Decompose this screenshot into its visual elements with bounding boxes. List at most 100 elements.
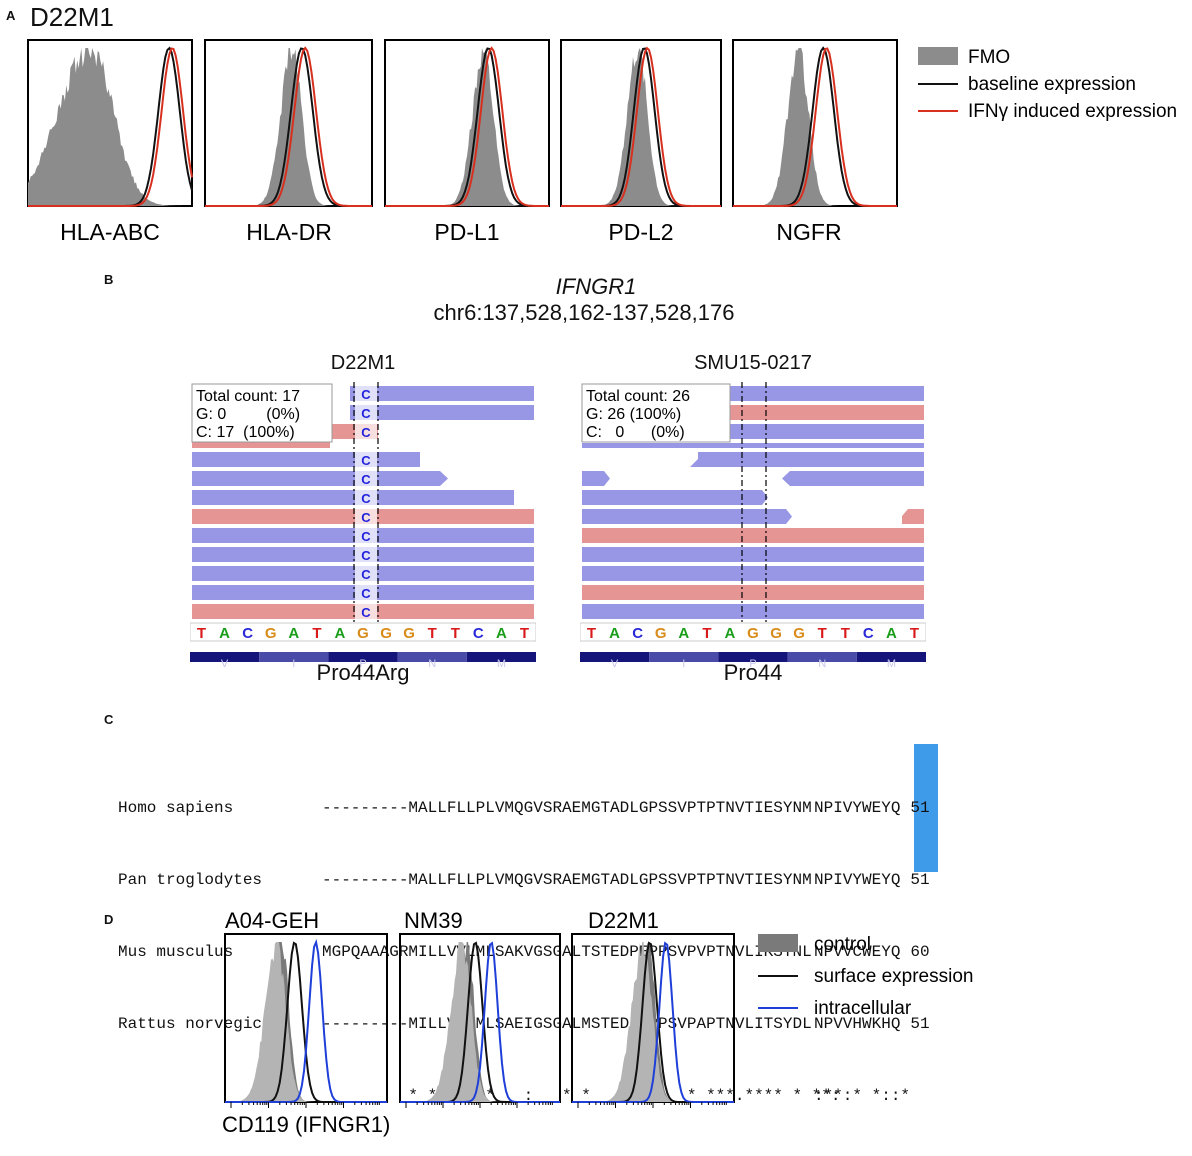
panel-d-histograms: A04-GEH NM39 D22M1 [222,908,973,1137]
log-axis-ticks [577,1102,727,1108]
variant-c: C [361,548,371,563]
cell-line-title: NM39 [404,908,463,933]
amino-acid-label: V [221,658,229,670]
alignment-highlight [914,744,938,872]
read-bar [192,471,448,486]
ifng-induced-curve [385,46,549,207]
read-bar [782,471,924,486]
control-swatch [758,934,798,952]
base-c: C [242,625,253,642]
consensus-highlight: :* [814,1087,834,1105]
hist-a-0: HLA-ABC [27,39,193,245]
base-t: T [702,625,711,642]
read-bar [582,509,792,524]
legend-d-control: control [814,934,871,955]
base-t: T [197,625,206,642]
read-bar [582,528,924,543]
sample-title: SMU15-0217 [694,352,812,374]
seq-post: VVHWKHQ [833,1015,901,1033]
variant-c: C [361,387,371,402]
base-g: G [265,625,277,642]
seq-pre: ---------MALLFLLPLVMQGVSRAEMGTADLGPSSVPT… [322,871,812,889]
amino-acid-label: N [428,658,436,670]
amino-acid-cell [787,652,857,662]
legend-a-ifng: IFNγ induced expression [968,101,1177,122]
consensus-post: *:* *::* [833,1087,911,1105]
legend-d: control surface expression intracellular [758,934,973,1019]
count-g: G: 26 (100%) [586,406,681,423]
alignment-row: Rattus norvegicus ---------MILLVVLMLSAEIG… [118,1012,930,1036]
alignment-row: Mus musculus MGPQAAAGRMILLVVLMLSAKVGSGALT… [118,940,930,964]
hist-a-1: HLA-DR [204,39,373,245]
intracellular-curve [572,941,734,1103]
variant-cell [355,424,377,439]
amino-acid-cell [259,652,329,662]
seq-highlight: NP [814,943,834,961]
intracellular-curve [225,938,387,1103]
hist-a-3: PD-L2 [560,39,722,245]
control-histogram [225,942,387,1102]
surface-expression-curve [225,941,387,1103]
marker-label: NGFR [776,219,841,245]
ifng-induced-curve [205,46,372,207]
panel-c-label: C [104,712,114,727]
amino-acid-cell [856,652,926,662]
amino-acid-cell [397,652,467,662]
variant-cell [355,566,377,581]
read-bar [582,566,924,581]
fmo-histogram [733,48,897,206]
variant-cell [355,405,377,420]
read-bar [730,405,924,420]
amino-acid-cell [580,652,650,662]
fmo-histogram [561,48,721,206]
igv-track-d22m1: D22M1 C C C C [190,352,536,692]
variant-cell [355,585,377,600]
read-bar [730,424,924,439]
base-t: T [818,625,827,642]
panel-c: C Homo sapiens ---------MALLFLLPLVMQGVSRA… [0,700,1192,1105]
control-histogram-light [572,942,734,1102]
seq-highlight: NP [814,799,834,817]
read-bar [902,509,924,524]
read-bar [192,490,514,505]
seq-length: 60 [910,943,930,961]
variant-cell [355,547,377,562]
species-name: Homo sapiens [118,799,234,817]
base-a: A [496,625,507,642]
hist-a-2: PD-L1 [384,39,550,245]
base-g: G [655,625,667,642]
read-bar [350,405,534,420]
seq-highlight: NP [814,1015,834,1033]
base-g: G [747,625,759,642]
amino-acid-label: N [818,658,826,670]
base-a: A [724,625,735,642]
sequence-track [580,622,926,642]
marker-label: PD-L1 [434,219,499,245]
marker-label: HLA-ABC [60,219,160,245]
amino-acid-cell [328,652,398,662]
legend-d-intracellular: intracellular [814,998,912,1019]
baseline-expression-curve [385,47,549,207]
read-bar [730,386,924,401]
base-c: C [473,625,484,642]
count-box [191,383,333,443]
base-g: G [770,625,782,642]
base-t: T [910,625,919,642]
amino-acid-label: V [611,658,619,670]
locus-coordinates: chr6:137,528,162-137,528,176 [433,300,735,325]
variant-label: Pro44 [723,660,783,685]
panel-b: B IFNGR1 chr6:137,528,162-137,528,176 D2… [0,260,1192,700]
variant-c: C [361,567,371,582]
panel-a-title: D22M1 [30,2,114,32]
amino-acid-label: I [292,658,295,670]
cell-line-title: D22M1 [588,908,659,933]
seq-length: 51 [910,1015,930,1033]
igv-track-smu15-0217: SMU15-0217 Total count: 26 G: 26 (100%) … [580,352,926,692]
read-bar [192,452,420,467]
count-c: C: 17 (100%) [196,424,295,441]
base-c: C [632,625,643,642]
sequence-track [190,622,536,642]
